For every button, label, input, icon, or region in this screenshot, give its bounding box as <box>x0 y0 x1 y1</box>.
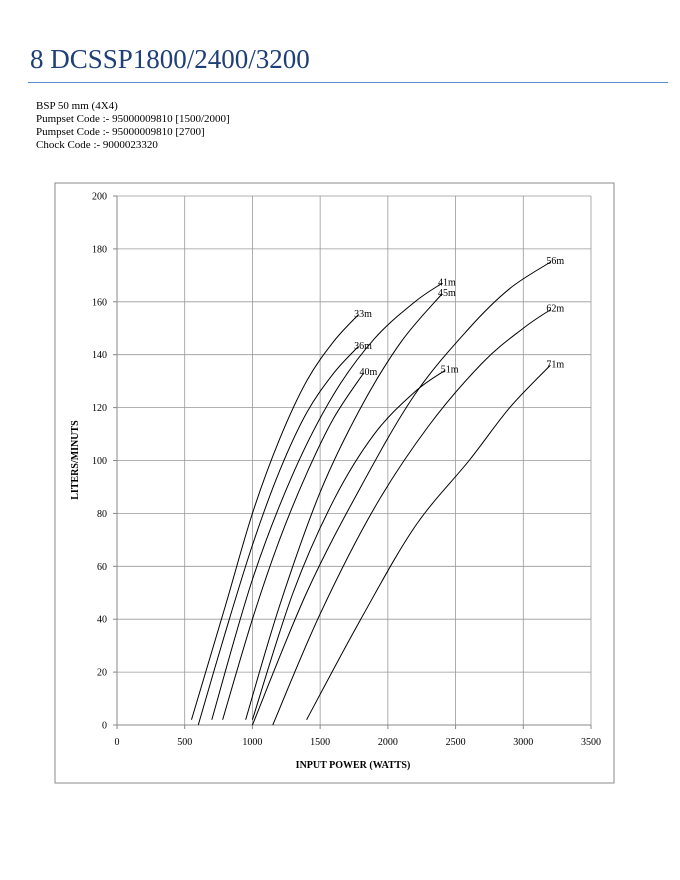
info-block: BSP 50 mm (4X4) Pumpset Code :- 95000009… <box>36 100 230 152</box>
curve-label: 56m <box>546 256 564 267</box>
x-tick-label: 1500 <box>310 737 330 748</box>
x-tick-label: 3000 <box>513 737 533 748</box>
y-tick-label: 200 <box>92 192 107 203</box>
y-tick-label: 80 <box>97 509 107 520</box>
page-title: 8 DCSSP1800/2400/3200 <box>30 44 310 74</box>
curve <box>272 309 551 726</box>
curve <box>222 372 364 720</box>
info-line: BSP 50 mm (4X4) <box>36 100 118 112</box>
curve <box>251 261 551 726</box>
y-tick-label: 0 <box>102 721 107 732</box>
x-tick-label: 2000 <box>378 737 398 748</box>
curve <box>197 346 359 726</box>
curve-label: 40m <box>359 367 377 378</box>
y-tick-label: 160 <box>92 297 107 308</box>
x-tick-label: 1000 <box>242 737 262 748</box>
y-tick-label: 20 <box>97 668 107 679</box>
info-line: Chock Code :- 9000023320 <box>36 139 158 151</box>
y-tick-label: 180 <box>92 244 107 255</box>
curve-label: 36m <box>354 341 372 352</box>
x-tick-label: 500 <box>177 737 192 748</box>
chart-frame <box>54 182 615 784</box>
curve-label: 41m <box>438 277 456 288</box>
curve-label: 45m <box>438 288 456 299</box>
curve-label: 62m <box>546 304 564 315</box>
y-tick-label: 120 <box>92 403 107 414</box>
x-tick-label: 2500 <box>446 737 466 748</box>
curve-label: 33m <box>354 309 372 320</box>
curve <box>251 370 446 720</box>
y-tick-label: 100 <box>92 456 107 467</box>
info-line: Pumpset Code :- 95000009810 [1500/2000] <box>36 113 230 125</box>
curve <box>191 314 359 720</box>
curve <box>245 293 443 720</box>
y-tick-label: 140 <box>92 350 107 361</box>
info-line: Pumpset Code :- 95000009810 [2700] <box>36 126 205 138</box>
curve-label: 71m <box>546 359 564 370</box>
curve <box>306 364 551 720</box>
x-tick-label: 3500 <box>581 737 601 748</box>
x-tick-label: 0 <box>115 737 120 748</box>
y-tick-label: 40 <box>97 615 107 626</box>
curve-label: 51m <box>441 365 459 376</box>
x-axis-title: INPUT POWER (WATTS) <box>296 760 411 771</box>
y-tick-label: 60 <box>97 562 107 573</box>
curve <box>211 282 443 720</box>
title-rule <box>28 82 668 83</box>
y-axis-title: LITERS/MINUTS <box>70 420 81 500</box>
